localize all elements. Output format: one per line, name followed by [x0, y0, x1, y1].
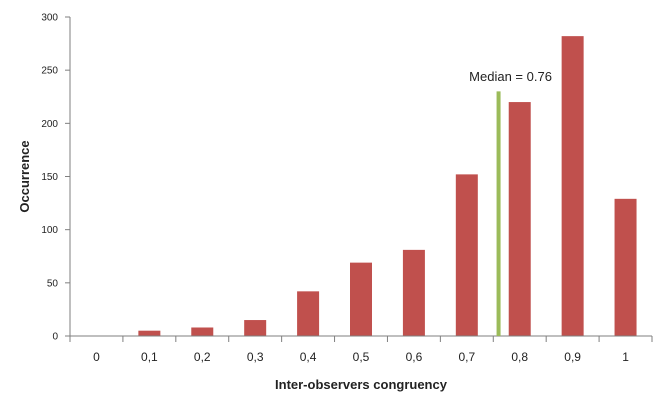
x-axis-ticks: [69, 336, 653, 342]
x-tick-label: 0,5: [353, 350, 370, 364]
bars-group: [138, 36, 637, 336]
y-tick-label: 250: [41, 66, 58, 77]
y-tick-label: 150: [41, 172, 58, 183]
bar-0-2: [191, 327, 214, 336]
bar-0-4: [297, 291, 320, 336]
x-tick-label: 1: [622, 350, 629, 364]
y-tick-label: 100: [41, 225, 58, 236]
bar-0-1: [138, 330, 161, 336]
y-axis-ticks: 0 50 100 150 200 250 300: [41, 13, 70, 343]
y-tick-label: 0: [52, 332, 58, 343]
bar-0-7: [455, 174, 478, 336]
x-tick-label: 0,9: [564, 350, 581, 364]
x-tick-label: 0,6: [406, 350, 423, 364]
bar-0-8: [508, 102, 531, 336]
median-annotation: Median = 0.76: [469, 69, 552, 84]
x-tick-label: 0,1: [141, 350, 158, 364]
y-tick-label: 50: [47, 278, 59, 289]
bar-0-9: [561, 36, 584, 336]
x-tick-label: 0,4: [300, 350, 317, 364]
bar-0-3: [244, 320, 267, 336]
bar-0-6: [402, 249, 425, 336]
y-tick-label: 300: [41, 13, 58, 24]
bar-1: [614, 198, 637, 336]
x-axis-tick-labels: 0 0,1 0,2 0,3 0,4 0,5 0,6 0,7 0,8 0,9 1: [93, 350, 629, 364]
x-tick-label: 0,7: [458, 350, 475, 364]
x-tick-label: 0,2: [194, 350, 211, 364]
x-tick-label: 0: [93, 350, 100, 364]
y-tick-label: 200: [41, 119, 58, 130]
bar-0-5: [350, 262, 372, 336]
y-axis-title: Occurrence: [17, 140, 32, 212]
x-tick-label: 0,3: [247, 350, 264, 364]
x-tick-label: 0,8: [511, 350, 528, 364]
x-axis-title: Inter-observers congruency: [275, 377, 448, 392]
